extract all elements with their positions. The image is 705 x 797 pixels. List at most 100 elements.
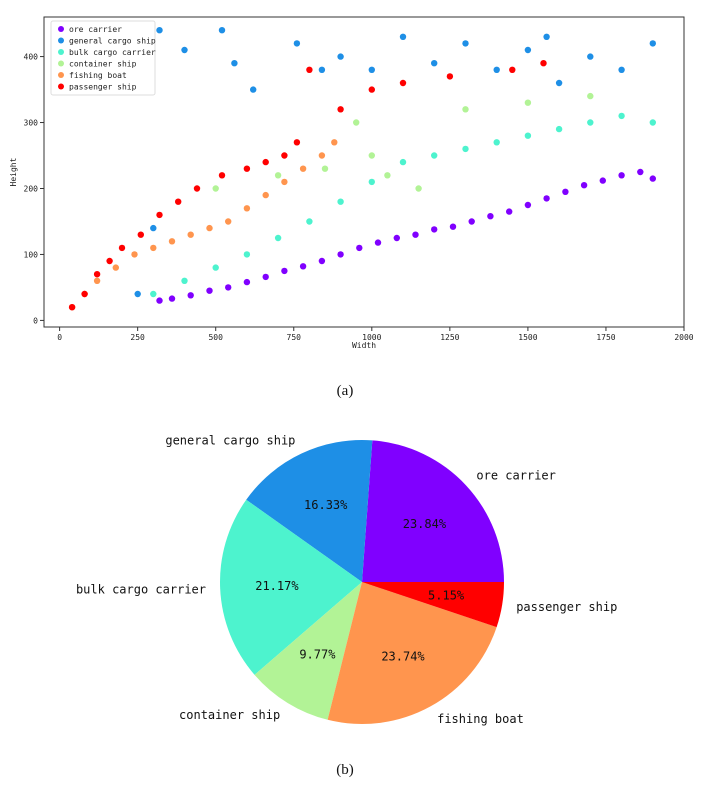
pie-category-label: ore carrier [476, 469, 555, 483]
pie-percent-label: 23.84% [403, 517, 447, 531]
scatter-point [524, 99, 532, 106]
scatter-point [543, 195, 550, 202]
scatter-point [462, 145, 469, 153]
scatter-point [225, 284, 232, 291]
scatter-point [353, 119, 360, 126]
scatter-chart: 0 250 500 750 1000 1250 1500 1750 2000 0 100 200 30… [9, 16, 694, 350]
scatter-point [368, 66, 375, 74]
scatter-point [431, 226, 438, 233]
pie-category-label: fishing boat [437, 712, 524, 726]
scatter-point [193, 185, 201, 192]
scatter-point [431, 60, 438, 67]
scatter-point [218, 27, 226, 34]
scatter-point [374, 239, 382, 246]
scatter-point [415, 185, 422, 192]
scatter-point [118, 244, 126, 252]
legend-marker [58, 83, 64, 90]
legend: ore carrier general cargo ship bulk cargo … [50, 20, 156, 96]
scatter-point [540, 60, 547, 67]
x-axis-label: Width [352, 341, 376, 350]
scatter-point [431, 152, 438, 159]
scatter-point [299, 263, 307, 270]
x-tick-label: 1750 [596, 333, 615, 342]
scatter-point [68, 304, 76, 311]
legend-label: fishing boat [69, 71, 127, 80]
scatter-point [618, 112, 625, 120]
scatter-point [599, 177, 606, 184]
scatter-point [134, 290, 141, 298]
scatter-point [281, 152, 288, 159]
scatter-point [587, 92, 594, 100]
scatter-point [243, 165, 251, 172]
x-tick-label: 250 [130, 333, 145, 342]
y-tick-label: 300 [24, 119, 39, 128]
scatter-point [493, 139, 500, 146]
scatter-point [187, 231, 194, 238]
scatter-point [356, 244, 363, 252]
scatter-point [168, 238, 176, 245]
scatter-point [337, 198, 344, 205]
x-tick-label: 1250 [440, 333, 459, 342]
scatter-point [306, 218, 313, 225]
pie-category-label: general cargo ship [165, 434, 295, 448]
scatter-point [281, 178, 288, 186]
scatter-point [649, 40, 656, 47]
scatter-point [274, 172, 282, 179]
caption-b: (b) [336, 762, 354, 778]
scatter-point [293, 40, 301, 47]
scatter-point [175, 198, 182, 205]
legend-box [50, 20, 156, 96]
scatter-point [331, 139, 338, 146]
scatter-point [218, 172, 226, 179]
scatter-point [150, 290, 157, 298]
x-tick-label: 1500 [518, 333, 537, 342]
scatter-point [524, 201, 532, 209]
scatter-point [212, 185, 219, 192]
scatter-point [81, 290, 88, 298]
scatter-point [131, 251, 138, 258]
scatter-point [262, 191, 269, 199]
scatter-point [156, 211, 163, 219]
scatter-point [555, 79, 563, 87]
scatter-point [250, 86, 257, 93]
y-tick-label: 200 [24, 184, 39, 193]
scatter-point [274, 234, 282, 242]
scatter-point [212, 264, 219, 271]
legend-label: bulk cargo carrier [69, 48, 156, 57]
pie-category-label: container ship [179, 708, 280, 722]
legend-marker [58, 26, 64, 32]
legend-label: ore carrier [69, 25, 122, 34]
scatter-point [281, 267, 288, 275]
scatter-point [206, 224, 213, 232]
scatter-point [462, 106, 469, 113]
scatter-point [262, 273, 269, 281]
x-tick-label: 0 [57, 333, 62, 342]
scatter-point [462, 40, 469, 47]
pie-category-label: passenger ship [516, 600, 617, 614]
scatter-point [587, 119, 594, 126]
legend-marker [58, 72, 64, 78]
scatter-point [150, 224, 157, 232]
scatter-point [399, 158, 407, 166]
pie-chart: 23.84% ore carrier 16.33% general cargo shi… [76, 434, 617, 726]
pie-category-label: bulk cargo carrier [76, 582, 206, 596]
scatter-point [449, 223, 457, 230]
scatter-point [524, 46, 532, 54]
pie-slice-container-ship [254, 582, 362, 720]
x-tick-label: 750 [287, 333, 302, 342]
scatter-point [337, 53, 344, 60]
y-axis-ticks: 0 100 200 300 400 [24, 53, 44, 325]
scatter-point [243, 278, 251, 286]
pie-percent-label: 21.17% [255, 579, 299, 593]
scatter-point [168, 295, 176, 302]
legend-label: general cargo ship [69, 37, 156, 46]
scatter-points [68, 27, 656, 311]
scatter-point [231, 60, 238, 67]
pie-percent-label: 23.74% [381, 650, 425, 664]
scatter-point [412, 231, 419, 238]
scatter-point [618, 172, 625, 179]
scatter-point [306, 66, 313, 74]
legend-marker [58, 60, 64, 67]
pie-percent-label: 5.15% [428, 589, 465, 603]
